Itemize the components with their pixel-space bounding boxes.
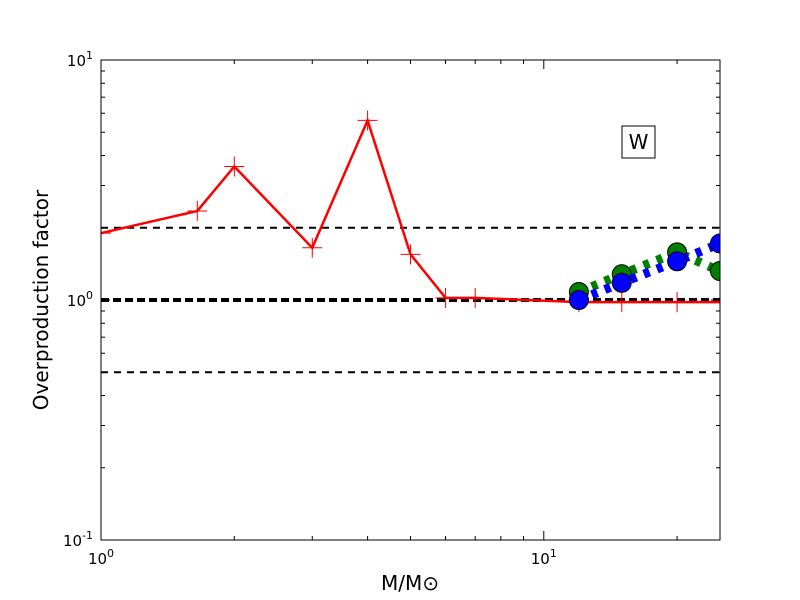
series-0-point (101, 223, 111, 244)
series-0-point (465, 287, 486, 308)
series-1-point (710, 261, 720, 282)
series-2-line (577, 239, 720, 305)
series-2-point (568, 290, 589, 310)
series-0-point (400, 244, 421, 265)
x-tick-label: 101 (531, 547, 557, 568)
reference-lines (101, 226, 720, 374)
y-tick-label: 100 (67, 289, 93, 310)
series-2-point (710, 233, 720, 254)
series-0-point (302, 237, 323, 258)
series-0-point (710, 292, 720, 313)
y-axis-label: Overproduction factor (29, 189, 53, 410)
series-0-point (435, 287, 456, 308)
series-0-point (667, 292, 688, 313)
series-0-point (187, 200, 208, 221)
series-2-point (667, 251, 688, 272)
y-tick-label: 10-1 (63, 529, 93, 550)
series-1-line (577, 247, 720, 297)
series-0-point (611, 292, 632, 313)
y-tick-label: 101 (67, 49, 93, 70)
x-axis-label: M/M⊙ (381, 571, 439, 595)
annotation-text: W (629, 130, 649, 154)
series-2 (568, 233, 720, 310)
series-layer (101, 110, 720, 313)
x-tick-label: 100 (88, 547, 114, 568)
series-0-point (224, 156, 245, 177)
series-2-point (611, 272, 632, 293)
series-0 (101, 110, 720, 313)
annotation-box: W (621, 125, 656, 159)
series-0-point (357, 110, 378, 131)
annotation-frame (621, 125, 656, 159)
